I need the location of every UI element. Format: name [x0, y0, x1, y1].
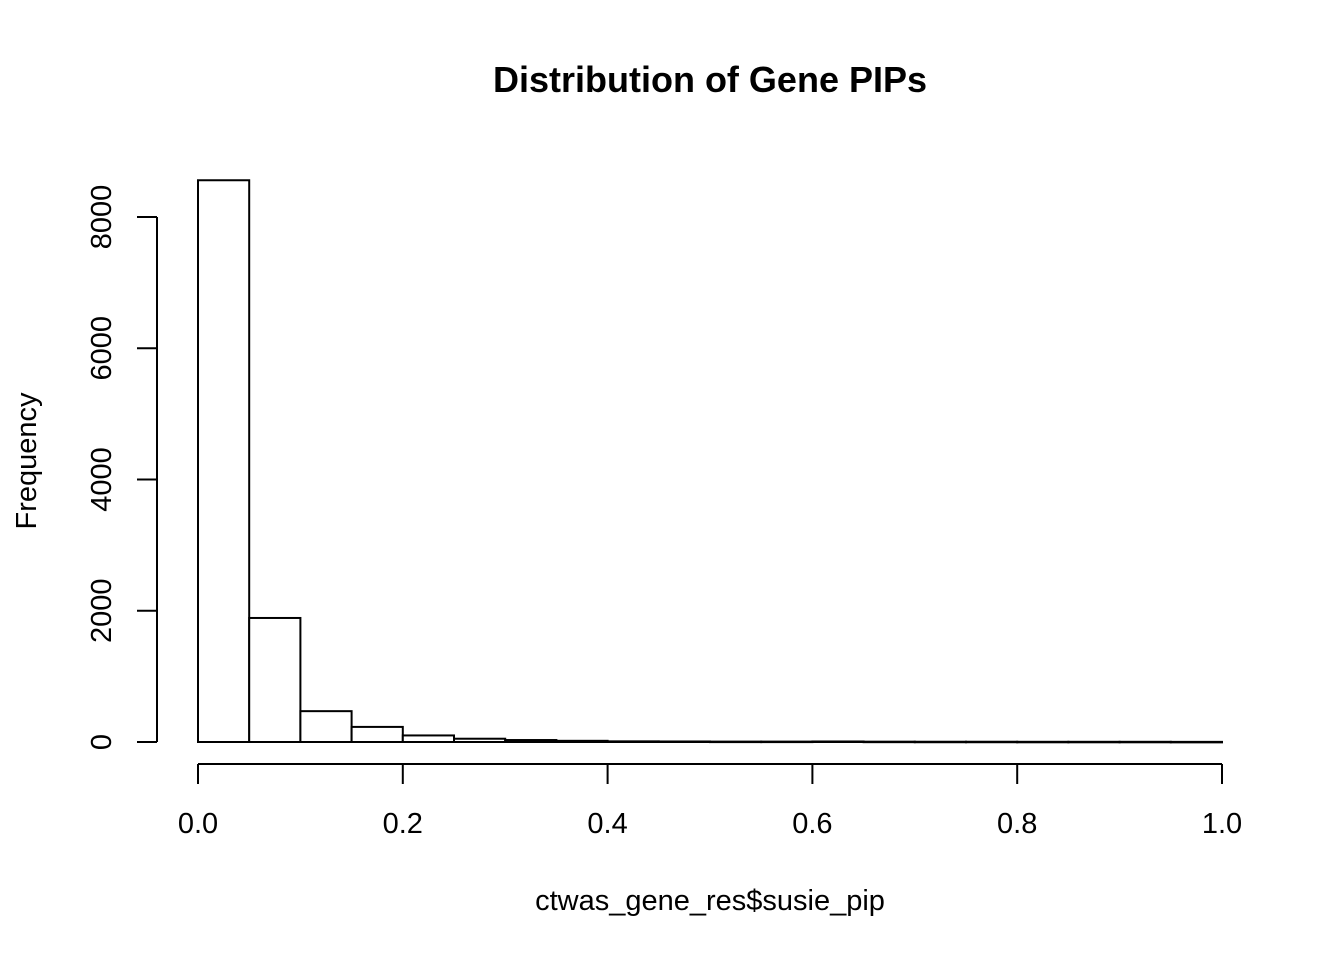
- x-tick-label: 1.0: [1202, 808, 1242, 840]
- x-tick-label: 0.6: [792, 808, 832, 840]
- histogram-bar: [965, 740, 1019, 744]
- chart-title: Distribution of Gene PIPs: [493, 59, 927, 100]
- histogram-bar: [197, 179, 251, 743]
- x-tick-label: 0.4: [587, 808, 627, 840]
- histogram-bar: [248, 616, 302, 743]
- histogram-bar: [401, 734, 455, 743]
- histogram-bar: [299, 710, 353, 743]
- histogram-bar: [760, 740, 814, 744]
- y-tick-label: 6000: [86, 316, 118, 381]
- x-tick-label: 0.0: [178, 808, 218, 840]
- y-tick-label: 2000: [86, 578, 118, 643]
- histogram-bar: [350, 725, 404, 743]
- x-tick-label: 0.2: [383, 808, 423, 840]
- histogram-bar: [811, 740, 865, 743]
- histogram-bar: [862, 740, 916, 744]
- histogram-bar: [709, 740, 763, 744]
- y-axis: 0 2000 4000 6000 8000: [86, 185, 158, 750]
- y-tick-label: 4000: [86, 447, 118, 512]
- x-axis: 0.0 0.2 0.4 0.6 0.8 1.0: [178, 763, 1242, 840]
- y-axis-label: Frequency: [11, 392, 43, 530]
- y-tick-label: 8000: [86, 185, 118, 250]
- histogram-bar: [1067, 740, 1121, 744]
- histogram-bar: [657, 740, 711, 743]
- histogram-bar: [1016, 740, 1070, 744]
- histogram-bar: [453, 737, 507, 743]
- histogram-bar: [555, 739, 609, 743]
- histogram-bar: [1118, 740, 1172, 744]
- histogram-bar: [606, 740, 660, 743]
- bars-group: [197, 179, 1224, 744]
- x-tick-label: 0.8: [997, 808, 1037, 840]
- histogram-bar: [504, 739, 558, 743]
- histogram-bar: [1169, 740, 1224, 744]
- histogram-bar: [913, 740, 967, 744]
- y-tick-label: 0: [86, 734, 118, 750]
- x-axis-label: ctwas_gene_res$susie_pip: [535, 885, 885, 917]
